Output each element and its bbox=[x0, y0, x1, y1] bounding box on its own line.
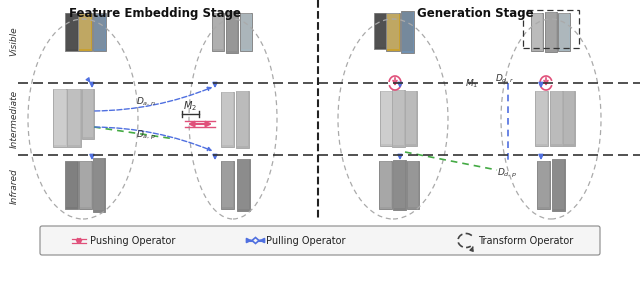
Bar bbox=[374, 13, 385, 47]
Bar bbox=[563, 91, 575, 146]
Bar bbox=[564, 91, 574, 144]
Bar bbox=[386, 13, 400, 51]
Bar bbox=[536, 91, 547, 144]
Text: Pushing Operator: Pushing Operator bbox=[90, 236, 175, 245]
Bar bbox=[523, 10, 579, 48]
Text: Infrared: Infrared bbox=[10, 169, 19, 205]
Text: $M_2$: $M_2$ bbox=[183, 99, 197, 113]
Bar bbox=[237, 91, 248, 146]
Bar bbox=[65, 13, 77, 51]
Bar bbox=[405, 91, 417, 146]
Bar bbox=[392, 90, 403, 145]
Bar bbox=[378, 161, 392, 209]
Bar bbox=[401, 11, 413, 53]
Text: $D_{d,p}$: $D_{d,p}$ bbox=[497, 167, 517, 179]
Text: $D_{a,n}$: $D_{a,n}$ bbox=[136, 95, 156, 108]
Bar bbox=[536, 161, 550, 209]
Bar bbox=[550, 91, 561, 144]
Bar bbox=[559, 13, 569, 49]
Bar bbox=[392, 90, 404, 147]
Bar bbox=[78, 13, 92, 51]
Bar bbox=[221, 92, 234, 147]
Bar bbox=[387, 13, 399, 49]
Bar bbox=[380, 91, 392, 146]
Text: $M_1$: $M_1$ bbox=[465, 78, 479, 91]
Bar bbox=[65, 161, 77, 209]
Bar bbox=[407, 161, 419, 209]
Bar bbox=[226, 11, 238, 53]
Bar bbox=[82, 89, 94, 139]
Bar bbox=[546, 12, 556, 50]
Bar bbox=[93, 13, 106, 51]
Bar bbox=[53, 89, 67, 147]
FancyBboxPatch shape bbox=[40, 226, 600, 255]
Bar bbox=[79, 161, 90, 207]
Bar bbox=[54, 89, 66, 145]
Bar bbox=[227, 11, 237, 51]
Bar bbox=[240, 13, 252, 51]
Bar bbox=[213, 13, 223, 49]
Text: Generation Stage: Generation Stage bbox=[417, 7, 533, 20]
Bar bbox=[552, 159, 564, 211]
Bar bbox=[532, 13, 542, 49]
Bar bbox=[65, 13, 77, 49]
Bar bbox=[392, 160, 406, 210]
Text: Transform Operator: Transform Operator bbox=[478, 236, 573, 245]
Bar bbox=[380, 161, 390, 207]
Bar bbox=[79, 13, 91, 49]
Bar bbox=[531, 13, 543, 51]
Text: Feature Embedding Stage: Feature Embedding Stage bbox=[69, 7, 241, 20]
Bar bbox=[68, 89, 80, 145]
Text: Intermediate: Intermediate bbox=[10, 90, 19, 148]
Bar bbox=[241, 13, 251, 49]
Bar bbox=[83, 89, 93, 137]
Text: Visible: Visible bbox=[10, 27, 19, 56]
Bar bbox=[401, 11, 413, 51]
Bar bbox=[550, 91, 563, 146]
Bar bbox=[394, 160, 404, 208]
Bar bbox=[93, 13, 104, 49]
Bar bbox=[221, 161, 232, 207]
Bar bbox=[94, 158, 104, 210]
Bar bbox=[406, 91, 416, 144]
Bar bbox=[237, 159, 250, 211]
Bar bbox=[236, 91, 248, 148]
Bar bbox=[221, 92, 232, 145]
Bar bbox=[221, 161, 234, 209]
Bar bbox=[212, 13, 224, 51]
Bar bbox=[545, 12, 557, 52]
Bar bbox=[237, 159, 248, 209]
Bar bbox=[374, 13, 387, 49]
Text: $D_{a,p}$: $D_{a,p}$ bbox=[136, 128, 156, 141]
Bar bbox=[93, 158, 105, 212]
Bar bbox=[558, 13, 570, 51]
Bar bbox=[552, 159, 563, 209]
Text: Pulling Operator: Pulling Operator bbox=[266, 236, 346, 245]
Bar bbox=[408, 161, 418, 207]
Bar bbox=[65, 161, 77, 207]
Bar bbox=[67, 89, 81, 147]
Bar bbox=[79, 161, 92, 209]
Bar bbox=[534, 91, 547, 146]
Bar bbox=[381, 91, 392, 144]
Bar bbox=[538, 161, 548, 207]
Text: $D_{d,r}$: $D_{d,r}$ bbox=[495, 72, 514, 85]
